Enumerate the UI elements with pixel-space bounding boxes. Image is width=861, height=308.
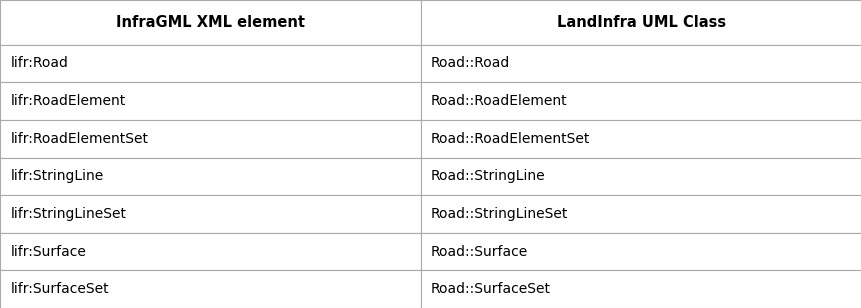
Bar xyxy=(420,233,861,270)
Bar xyxy=(420,82,861,120)
Bar xyxy=(420,195,861,233)
Text: Road::Road: Road::Road xyxy=(430,56,510,71)
Bar xyxy=(0,120,420,157)
Bar xyxy=(0,157,420,195)
Text: lifr:StringLineSet: lifr:StringLineSet xyxy=(10,207,127,221)
Text: Road::SurfaceSet: Road::SurfaceSet xyxy=(430,282,550,296)
Text: lifr:Surface: lifr:Surface xyxy=(10,245,86,259)
Text: lifr:Road: lifr:Road xyxy=(10,56,68,71)
Bar xyxy=(420,120,861,157)
Bar xyxy=(420,0,861,45)
Bar xyxy=(420,270,861,308)
Text: lifr:SurfaceSet: lifr:SurfaceSet xyxy=(10,282,108,296)
Bar xyxy=(0,270,420,308)
Bar xyxy=(0,0,420,45)
Text: LandInfra UML Class: LandInfra UML Class xyxy=(556,15,725,30)
Text: lifr:RoadElement: lifr:RoadElement xyxy=(10,94,126,108)
Text: Road::RoadElement: Road::RoadElement xyxy=(430,94,567,108)
Bar xyxy=(420,157,861,195)
Bar xyxy=(0,45,420,82)
Text: Road::StringLineSet: Road::StringLineSet xyxy=(430,207,567,221)
Text: Road::RoadElementSet: Road::RoadElementSet xyxy=(430,132,590,146)
Bar xyxy=(0,82,420,120)
Text: lifr:RoadElementSet: lifr:RoadElementSet xyxy=(10,132,148,146)
Bar xyxy=(0,233,420,270)
Text: Road::Surface: Road::Surface xyxy=(430,245,528,259)
Text: Road::StringLine: Road::StringLine xyxy=(430,169,545,183)
Bar xyxy=(0,195,420,233)
Bar xyxy=(420,45,861,82)
Text: lifr:StringLine: lifr:StringLine xyxy=(10,169,103,183)
Text: InfraGML XML element: InfraGML XML element xyxy=(115,15,305,30)
